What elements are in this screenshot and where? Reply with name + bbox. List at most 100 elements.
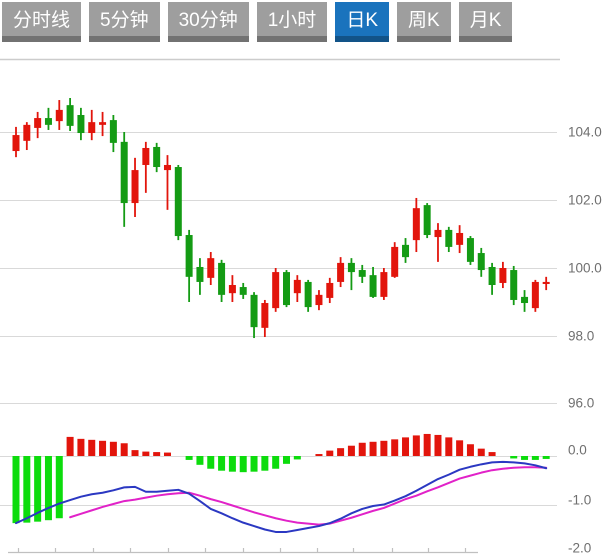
macd-hist-bar-up	[142, 451, 150, 456]
candle-body	[131, 170, 139, 204]
candle-wick	[437, 223, 439, 262]
macd-hist-bar-down	[239, 456, 247, 473]
candle-wick	[144, 141, 147, 193]
macd-hist-bar-up	[88, 439, 96, 456]
candle-body	[358, 270, 366, 277]
macd-hist-bar-up	[120, 443, 128, 456]
candle-body	[185, 235, 193, 277]
macd-hist-bar-down	[185, 456, 193, 460]
macd-hist-bar-down	[55, 456, 63, 519]
candle-body	[456, 232, 464, 245]
macd-dif-line	[15, 460, 548, 533]
candle-body	[163, 164, 171, 171]
macd-dea-line	[69, 466, 548, 526]
macd-hist-bar-up	[412, 435, 420, 456]
macd-hist-bar-down	[250, 456, 258, 472]
candle-body	[434, 229, 442, 238]
candle-body	[293, 279, 301, 294]
macd-hist-bar-up	[326, 450, 334, 456]
macd-hist-bar-down	[272, 456, 280, 469]
candle-body	[66, 105, 74, 126]
candle-body	[521, 296, 529, 304]
candle-body	[239, 287, 247, 295]
macd-hist-bar-down	[283, 456, 290, 464]
macd-axis-label: -1.0	[568, 493, 591, 508]
macd-hist-bar-down	[196, 456, 204, 465]
macd-hist-bar-up	[434, 434, 442, 456]
candle-body	[34, 118, 42, 128]
tab-5min[interactable]: 5分钟	[89, 2, 160, 42]
macd-hist-bar-down	[510, 456, 518, 459]
macd-hist-bar-up	[66, 436, 74, 456]
candle-wick	[166, 155, 169, 210]
candle-body	[531, 281, 539, 309]
macd-hist-bar-up	[131, 450, 139, 456]
candle-body	[12, 135, 20, 152]
tab-timeline[interactable]: 分时线	[2, 2, 82, 42]
tab-daily-k[interactable]: 日K	[335, 2, 389, 42]
candle-body	[466, 238, 474, 262]
candle-body	[109, 120, 117, 143]
macd-hist-bar-down	[293, 456, 301, 460]
candle-body	[412, 208, 420, 241]
macd-hist-bar-down	[12, 456, 20, 524]
macd-hist-bar-down	[218, 456, 226, 471]
candle-wick	[350, 258, 353, 291]
price-axis-label: 102.0	[568, 193, 602, 208]
candle-body	[261, 303, 269, 328]
candle-body	[23, 124, 31, 141]
tab-1hour[interactable]: 1小时	[256, 2, 328, 42]
macd-axis-label: 0.0	[568, 443, 587, 458]
macd-hist-bar-up	[347, 445, 355, 456]
macd-hist-bar-up	[380, 440, 388, 456]
macd-hist-bar-up	[456, 440, 464, 456]
tab-weekly-k[interactable]: 周K	[397, 2, 451, 42]
candle-body	[445, 229, 453, 247]
candle-body	[250, 294, 258, 328]
candle-body	[207, 258, 215, 278]
candle-body	[510, 270, 518, 300]
macd-hist-bar-up	[358, 442, 366, 456]
candle-body	[196, 266, 204, 282]
timeframe-tabbar: 分时线 5分钟 30分钟 1小时 日K 周K 月K	[2, 2, 513, 42]
candle-body	[77, 115, 85, 134]
candle-body	[88, 122, 96, 134]
macd-hist-bar-up	[423, 433, 431, 456]
macd-hist-bar-up	[77, 438, 85, 456]
candle-body	[218, 262, 226, 295]
tab-monthly-k[interactable]: 月K	[458, 2, 513, 42]
candle-body	[347, 262, 355, 273]
macd-hist-bar-up	[477, 448, 485, 456]
candle-body	[488, 266, 496, 285]
macd-hist-bar-down	[23, 456, 31, 523]
candle-body	[228, 285, 236, 294]
macd-hist-bar-down	[207, 456, 215, 469]
candle-body	[55, 109, 63, 122]
candle-body	[391, 246, 399, 277]
price-axis-label: 100.0	[568, 261, 602, 276]
macd-hist-bar-up	[109, 441, 117, 456]
macd-hist-bar-up	[163, 452, 171, 456]
macd-hist-bar-up	[488, 452, 496, 456]
candle-body	[153, 146, 161, 168]
candle-body	[120, 141, 128, 204]
tab-30min[interactable]: 30分钟	[167, 2, 249, 42]
price-axis-label: 98.0	[568, 329, 594, 344]
macd-hist-bar-up	[99, 440, 107, 456]
candle-body	[542, 281, 550, 284]
candle-body	[326, 282, 334, 298]
candle-body	[369, 275, 377, 297]
macd-hist-bar-down	[521, 456, 529, 460]
macd-hist-bar-up	[402, 437, 410, 456]
candle-body	[380, 272, 388, 297]
macd-hist-bar-up	[337, 448, 345, 456]
macd-hist-bar-up	[391, 439, 399, 456]
candle-body	[283, 272, 290, 306]
macd-hist-bar-down	[44, 456, 52, 521]
candle-body	[423, 205, 431, 236]
candle-body	[174, 167, 182, 237]
macd-hist-bar-down	[542, 456, 550, 459]
candle-body	[142, 147, 150, 165]
